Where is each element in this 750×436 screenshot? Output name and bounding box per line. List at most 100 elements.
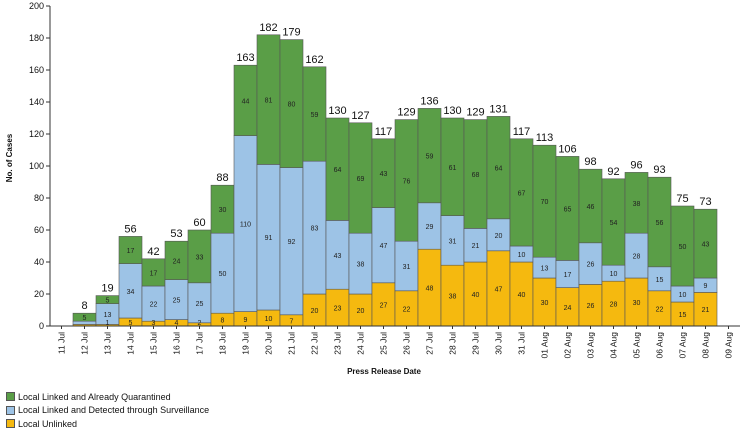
x-tick-label: 26 Jul xyxy=(402,332,412,355)
x-tick-label: 23 Jul xyxy=(333,332,343,355)
legend-label-surveillance: Local Linked and Detected through Survei… xyxy=(18,405,210,416)
x-tick-label: 25 Jul xyxy=(379,332,389,355)
segment-label: 13 xyxy=(541,266,549,273)
segment-label: 20 xyxy=(357,308,365,315)
x-tick-label: 06 Aug xyxy=(655,332,665,359)
segment-label: 29 xyxy=(426,224,434,231)
total-label: 129 xyxy=(466,107,484,119)
segment-label: 64 xyxy=(495,166,503,173)
x-tick-label: 12 Jul xyxy=(80,332,90,355)
bars-layer xyxy=(72,34,718,327)
y-tick-label: 200 xyxy=(29,1,44,11)
y-axis-label: No. of Cases xyxy=(5,133,14,182)
segment-label: 22 xyxy=(403,306,411,313)
y-tick-label: 140 xyxy=(29,97,44,107)
x-tick-label: 03 Aug xyxy=(586,332,596,359)
segment-label: 21 xyxy=(472,243,480,250)
segment-label: 30 xyxy=(633,300,641,307)
total-label: 93 xyxy=(653,164,665,176)
x-tick-label: 11 Jul xyxy=(57,332,67,354)
x-tick-label: 05 Aug xyxy=(632,332,642,359)
total-label: 117 xyxy=(375,126,393,138)
segment-label: 92 xyxy=(288,239,296,246)
total-label: 92 xyxy=(607,166,619,178)
x-tick-label: 24 Jul xyxy=(356,332,366,355)
segment-label: 9 xyxy=(704,283,708,290)
legend-swatch-quarantined xyxy=(6,392,15,402)
segment-label: 17 xyxy=(564,272,572,279)
total-label: 96 xyxy=(630,159,642,171)
total-label: 179 xyxy=(282,27,300,39)
segment-label: 31 xyxy=(449,238,457,245)
x-tick-label: 29 Jul xyxy=(471,332,481,355)
total-label: 60 xyxy=(193,217,205,229)
y-tick-label: 180 xyxy=(29,33,44,43)
segment-label: 21 xyxy=(702,307,710,314)
segment-label: 80 xyxy=(288,102,296,109)
y-tick-label: 60 xyxy=(34,225,44,235)
x-tick-label: 16 Jul xyxy=(172,332,182,355)
segment-label: 64 xyxy=(334,167,342,174)
total-label: 75 xyxy=(676,193,688,205)
segment-label: 69 xyxy=(357,176,365,183)
segment-label: 9 xyxy=(244,317,248,324)
segment-label: 47 xyxy=(495,286,503,293)
segment-label: 46 xyxy=(587,204,595,211)
x-tick-label: 30 Jul xyxy=(494,332,504,355)
total-label: 42 xyxy=(147,246,159,258)
total-label: 182 xyxy=(259,22,277,34)
legend-label-quarantined: Local Linked and Already Quarantined xyxy=(18,391,171,402)
segment-label: 30 xyxy=(541,300,549,307)
segment-label: 25 xyxy=(173,298,181,305)
y-tick-label: 40 xyxy=(34,257,44,267)
segment-label: 110 xyxy=(240,222,251,229)
segment-label: 83 xyxy=(311,226,319,233)
segment-label: 17 xyxy=(150,270,158,277)
segment-label: 25 xyxy=(196,301,204,308)
segment-label: 10 xyxy=(518,252,526,259)
segment-label: 2 xyxy=(198,320,202,327)
total-label: 162 xyxy=(305,54,323,66)
segment-label: 10 xyxy=(265,316,273,323)
legend-item-surveillance: Local Linked and Detected through Survei… xyxy=(6,404,209,418)
segment-label: 61 xyxy=(449,165,457,172)
legend-item-quarantined: Local Linked and Already Quarantined xyxy=(6,390,209,404)
segment-label: 26 xyxy=(587,262,595,269)
segment-label: 43 xyxy=(334,253,342,260)
total-label: 131 xyxy=(489,103,507,115)
total-label: 98 xyxy=(584,156,596,168)
y-tick-label: 80 xyxy=(34,193,44,203)
segment-label: 30 xyxy=(219,207,227,214)
total-label: 8 xyxy=(81,300,87,312)
x-tick-label: 20 Jul xyxy=(264,332,274,355)
segment-label: 34 xyxy=(127,289,135,296)
legend-swatch-surveillance xyxy=(6,405,15,415)
x-tick-label: 18 Jul xyxy=(218,332,228,355)
segment-label: 20 xyxy=(495,233,503,240)
segment-label: 23 xyxy=(334,306,342,313)
x-tick-label: 31 Jul xyxy=(517,332,527,355)
legend: Local Linked and Already Quarantined Loc… xyxy=(6,390,209,431)
x-tick-label: 09 Aug xyxy=(724,332,734,359)
x-tick-label: 07 Aug xyxy=(678,332,688,359)
x-tick-label: 28 Jul xyxy=(448,332,458,355)
segment-label: 38 xyxy=(357,262,365,269)
total-label: 117 xyxy=(513,126,531,138)
segment-label: 5 xyxy=(106,298,110,305)
x-tick-label: 17 Jul xyxy=(195,332,205,355)
segment-label: 28 xyxy=(610,302,618,309)
x-tick-label: 19 Jul xyxy=(241,332,251,355)
x-tick-label: 02 Aug xyxy=(563,332,573,359)
segment-label: 48 xyxy=(426,286,434,293)
total-label: 113 xyxy=(536,132,554,144)
x-tick-label: 21 Jul xyxy=(287,332,297,355)
x-tick-label: 14 Jul xyxy=(126,332,136,355)
segment-label: 68 xyxy=(472,172,480,179)
y-tick-label: 160 xyxy=(29,65,44,75)
segment-label: 54 xyxy=(610,220,618,227)
legend-item-unlinked: Local Unlinked xyxy=(6,417,209,431)
segment-label: 24 xyxy=(173,258,181,265)
legend-swatch-unlinked xyxy=(6,419,15,429)
